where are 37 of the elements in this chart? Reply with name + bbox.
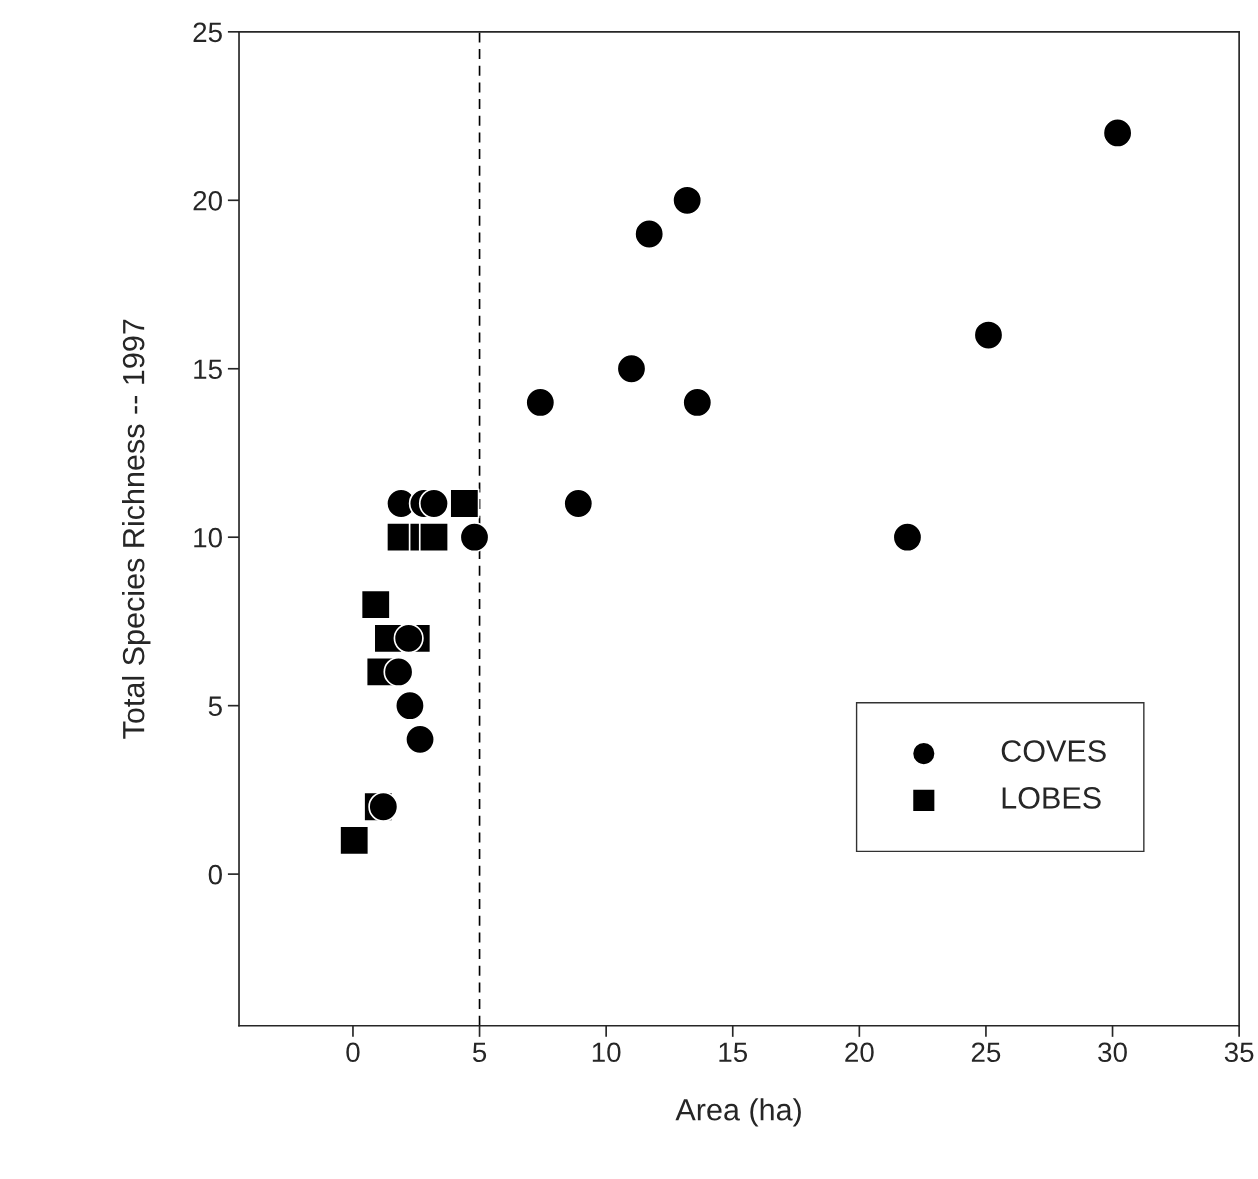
point — [634, 218, 665, 250]
point — [616, 353, 647, 384]
point — [563, 488, 594, 519]
point — [339, 825, 370, 856]
x-tick-label: 35 — [1224, 1042, 1254, 1063]
point — [404, 724, 436, 755]
point — [459, 522, 490, 553]
point — [418, 522, 450, 553]
x-tick-label: 30 — [1098, 1042, 1127, 1063]
y-tick-label: 0 — [208, 864, 222, 885]
legend-label: LOBES — [1002, 787, 1101, 809]
point — [394, 690, 425, 721]
x-tick-label: 25 — [971, 1042, 1001, 1063]
point — [1102, 117, 1133, 148]
point — [383, 656, 414, 688]
point — [449, 488, 480, 519]
point — [682, 387, 713, 418]
point — [418, 488, 450, 519]
x-tick-label: 15 — [719, 1042, 748, 1063]
y-tick-label: 10 — [194, 527, 222, 548]
x-tick-label: 5 — [472, 1042, 487, 1063]
point — [360, 589, 391, 620]
point — [672, 185, 703, 216]
y-tick-label: 20 — [193, 190, 222, 211]
y-tick-label: 15 — [194, 359, 222, 380]
legend-label: COVES — [1001, 740, 1106, 762]
point — [525, 387, 556, 418]
x-tick-label: 10 — [592, 1042, 621, 1063]
y-axis-title: Total Species Richness -- 1997 — [122, 319, 151, 739]
point — [892, 522, 923, 553]
x-axis-title: Area (ha) — [675, 1098, 801, 1127]
x-tick-label: 20 — [845, 1042, 874, 1063]
point — [393, 623, 424, 654]
x-tick-label: 0 — [346, 1042, 360, 1063]
point — [973, 319, 1004, 351]
y-tick-label: 25 — [193, 22, 222, 43]
y-tick-label: 5 — [208, 696, 222, 716]
